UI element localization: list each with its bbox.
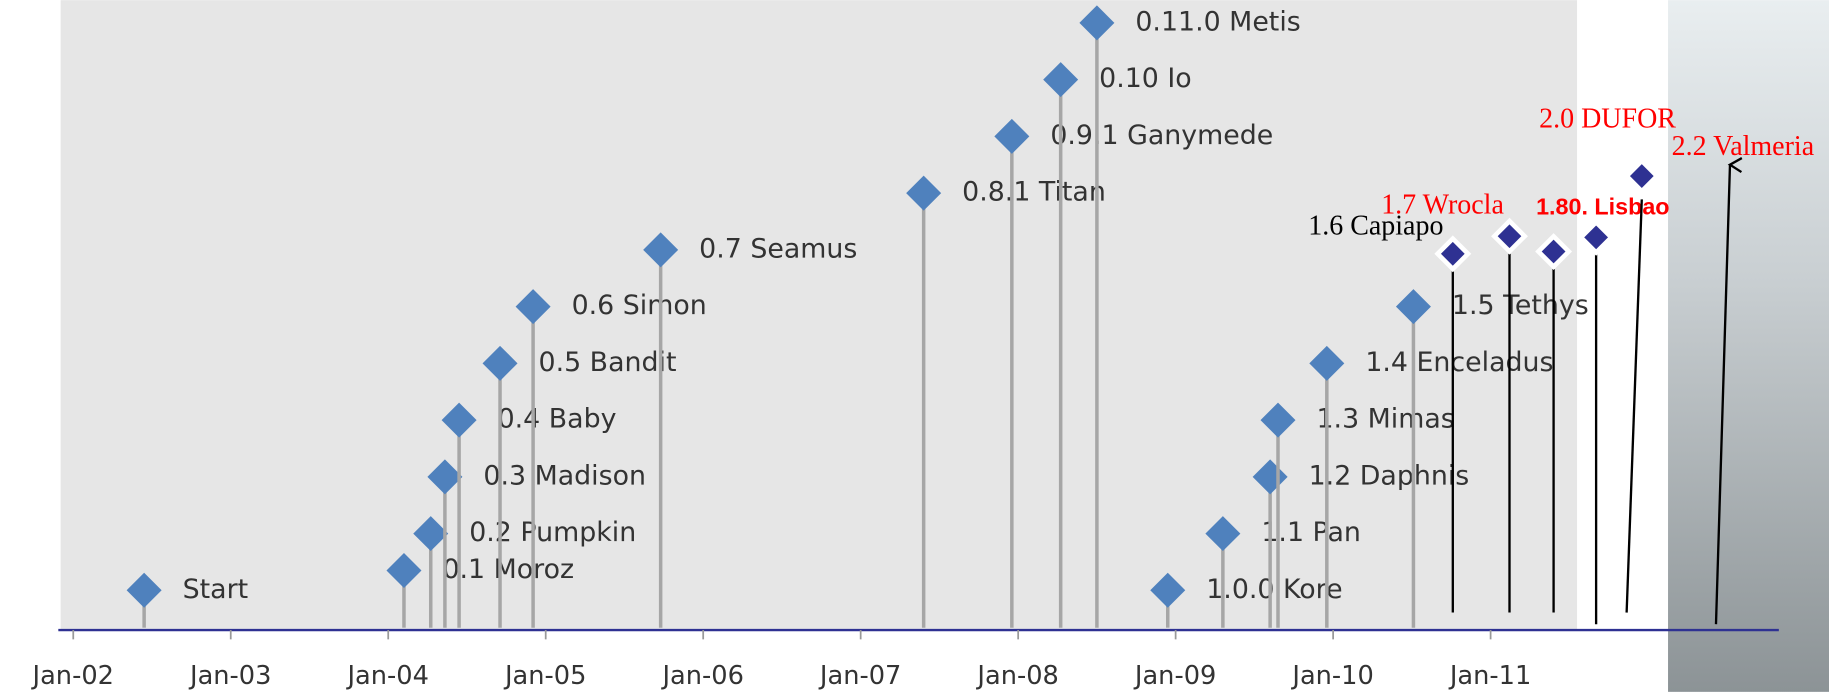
release-stem (1627, 199, 1642, 612)
x-tick-label: Jan-05 (503, 661, 586, 691)
release-label: 1.4 Enceladus (1365, 347, 1553, 378)
chart: Jan-02 Jan-03 Jan-04 Jan-05 Jan-06 Jan-07 Jan-… (0, 0, 1829, 692)
x-tick-label: Jan-09 (1133, 661, 1216, 691)
release-label: 0.7 Seamus (699, 233, 857, 264)
release-label: 1.80. Lisbao (1536, 194, 1669, 220)
release-label: 2.2 Valmeria (1672, 131, 1815, 162)
release-label: 1.7 Wrocla (1381, 189, 1504, 220)
release-label: 0.11.0 Metis (1135, 6, 1300, 37)
page: {"chart_data": { "type": "timeline", "xl… (0, 0, 1829, 692)
release-label: 0.2 Pumpkin (469, 517, 636, 548)
background-photo (1668, 0, 1829, 692)
release-label: 1.5 Tethys (1452, 290, 1589, 321)
release-label: 0.3 Madison (483, 460, 646, 491)
release-label: Start (183, 574, 249, 605)
release-label: 0.4 Baby (498, 404, 617, 435)
release-label: 0.8.1 Titan (962, 177, 1106, 208)
release-label: 1.2 Daphnis (1309, 460, 1470, 491)
x-tick-label: Jan-08 (975, 661, 1058, 691)
release-label: 1.0.0 Kore (1206, 574, 1342, 605)
x-tick-label: Jan-06 (660, 661, 743, 691)
release-label: 2.0 DUFOR (1539, 104, 1676, 135)
x-tick-label: Jan-07 (818, 661, 901, 691)
x-tick-label: Jan-10 (1290, 661, 1373, 691)
release-label: 0.10 Io (1099, 63, 1192, 94)
x-tick-label: Jan-03 (188, 661, 271, 691)
release-marker (1581, 222, 1611, 252)
x-tick-label: Jan-04 (345, 661, 428, 691)
release-marker (1627, 161, 1657, 191)
release-label: 0.9.1 Ganymede (1050, 120, 1273, 151)
x-tick-label: Jan-11 (1448, 661, 1531, 691)
release-label: 0.6 Simon (572, 290, 707, 321)
release-label: 1.3 Mimas (1316, 404, 1454, 435)
release-label: 0.5 Bandit (539, 347, 677, 378)
x-tick-label: Jan-02 (31, 661, 114, 691)
release-label: 0.1 Moroz (442, 554, 574, 585)
